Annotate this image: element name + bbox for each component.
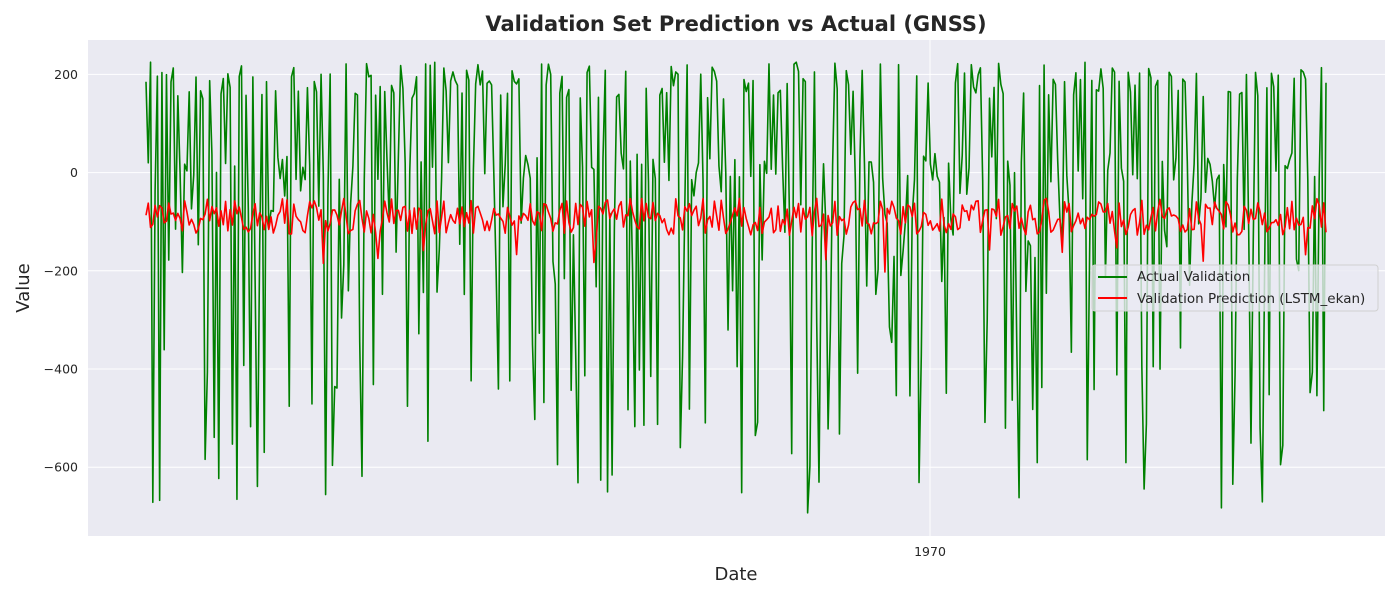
- series-line-prediction: [145, 197, 1327, 273]
- y-axis-label: Value: [13, 263, 34, 312]
- y-tick-label: −600: [44, 460, 78, 475]
- y-tick-label: 0: [70, 165, 78, 180]
- legend-label-prediction: Validation Prediction (LSTM_ekan): [1137, 291, 1365, 307]
- x-tick-labels: 1970: [914, 544, 946, 559]
- legend: Actual Validation Validation Prediction …: [1091, 264, 1379, 312]
- y-tick-label: 200: [54, 67, 78, 82]
- x-axis-label: Date: [714, 564, 757, 585]
- legend-label-actual: Actual Validation: [1137, 269, 1250, 285]
- legend-box: [1091, 264, 1379, 312]
- y-tick-label: −400: [44, 362, 78, 377]
- series-lines: [145, 61, 1327, 514]
- chart-title: Validation Set Prediction vs Actual (GNS…: [485, 12, 986, 36]
- y-tick-labels: 200 0 −200 −400 −600: [44, 67, 78, 475]
- series-line-actual: [145, 61, 1327, 514]
- y-tick-label: −200: [44, 263, 78, 278]
- x-tick-label: 1970: [914, 544, 946, 559]
